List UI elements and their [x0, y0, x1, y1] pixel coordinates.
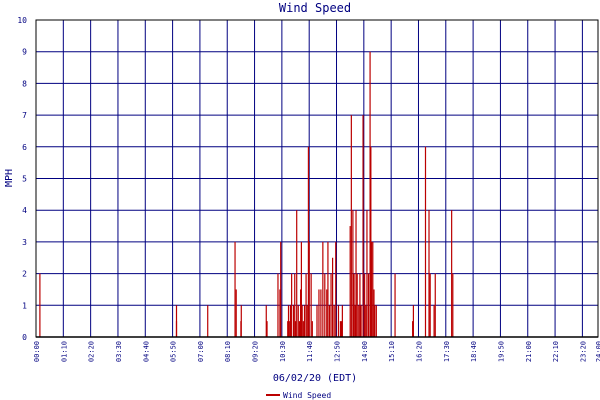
y-axis-label: MPH	[4, 169, 15, 187]
x-tick-label: 15:10	[388, 341, 396, 362]
x-tick-label: 10:30	[279, 341, 287, 362]
x-tick-label: 03:30	[115, 341, 123, 362]
y-tick-label: 4	[22, 206, 27, 215]
x-tick-label: 08:10	[224, 341, 232, 362]
x-tick-label: 00:00	[33, 341, 41, 362]
x-tick-label: 14:00	[361, 341, 369, 362]
x-tick-label: 23:20	[579, 341, 587, 362]
y-tick-label: 1	[22, 301, 27, 310]
y-tick-label: 2	[22, 270, 27, 279]
legend: Wind Speed	[266, 391, 331, 400]
x-tick-label: 24:00	[595, 341, 600, 362]
wind-speed-bars	[39, 51, 454, 337]
y-tick-label: 0	[22, 333, 27, 342]
y-tick-label: 3	[22, 238, 27, 247]
y-tick-label: 7	[22, 111, 27, 120]
y-tick-labels: 0 1 2 3 4 5 6 7 8 9 10	[17, 16, 27, 342]
x-tick-label: 18:40	[470, 341, 478, 362]
legend-label: Wind Speed	[283, 391, 331, 400]
x-axis-label: 06/02/20 (EDT)	[273, 373, 357, 384]
y-tick-label: 6	[22, 143, 27, 152]
x-tick-label: 16:20	[415, 341, 423, 362]
x-tick-label: 11:40	[306, 341, 314, 362]
x-tick-labels: 00:00 01:10 02:20 03:30 04:40 05:50 07:00 08:10…	[33, 341, 600, 362]
chart-title: Wind Speed	[279, 1, 351, 15]
x-tick-label: 09:20	[252, 341, 260, 362]
x-tick-label: 22:10	[552, 341, 560, 362]
x-tick-label: 04:40	[142, 341, 150, 362]
x-tick-label: 01:10	[60, 341, 68, 362]
y-tick-label: 9	[22, 48, 27, 57]
x-tick-label: 05:50	[170, 341, 178, 362]
y-tick-label: 10	[17, 16, 27, 25]
x-tick-label: 02:20	[88, 341, 96, 362]
x-tick-label: 17:30	[443, 341, 451, 362]
y-tick-label: 8	[22, 79, 27, 88]
axes	[35, 19, 599, 338]
x-tick-label: 12:50	[334, 341, 342, 362]
y-tick-label: 5	[22, 175, 27, 184]
x-tick-label: 21:00	[525, 341, 533, 362]
x-tick-label: 07:00	[197, 341, 205, 362]
x-tick-label: 19:50	[497, 341, 505, 362]
